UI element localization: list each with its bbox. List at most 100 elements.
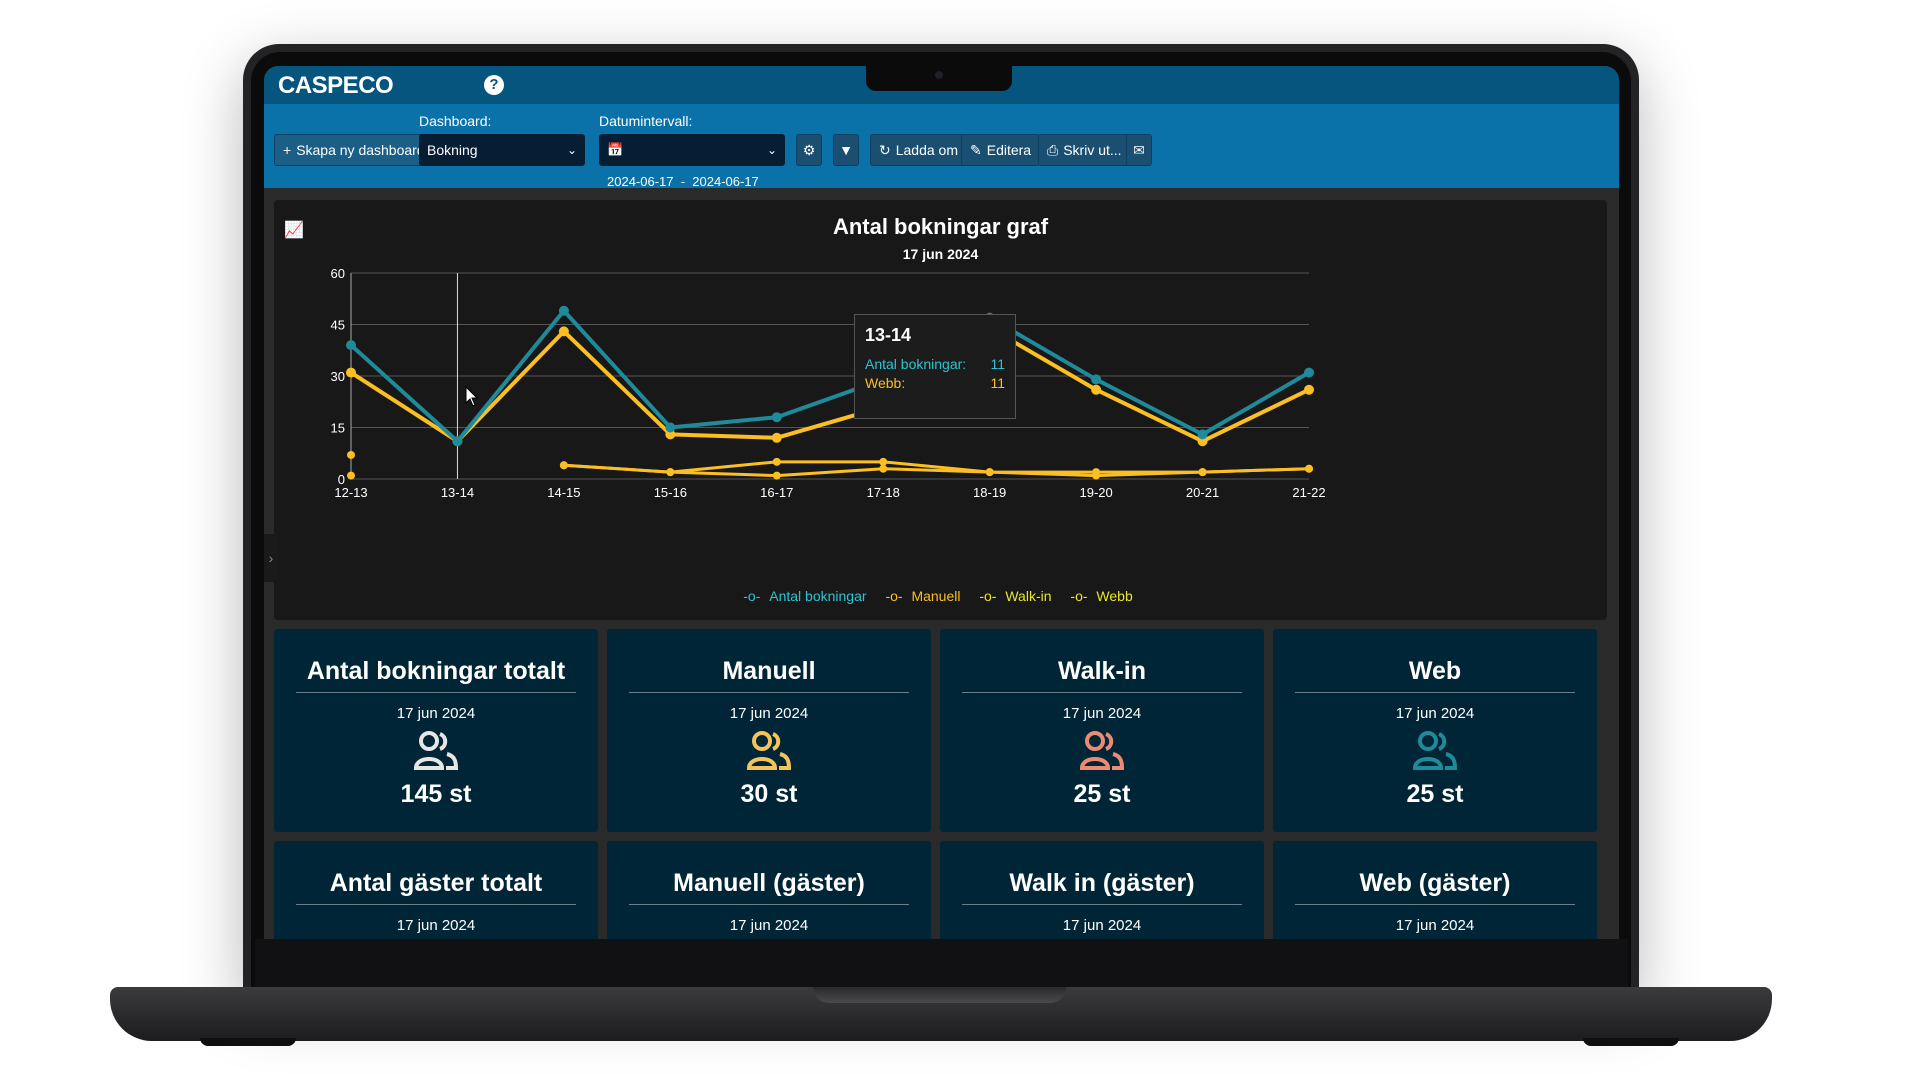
x-tick-label: 14-15: [547, 485, 580, 500]
card-title: Web (gäster): [1295, 869, 1575, 905]
data-point: [347, 450, 355, 459]
laptop-foot: [200, 1038, 296, 1046]
tooltip-row: Webb: 11: [865, 375, 1005, 391]
tooltip-row: Antal bokningar: 11: [865, 356, 1005, 372]
data-point: [1197, 429, 1208, 440]
kpi-card: Web (gäster) 17 jun 2024: [1273, 841, 1597, 939]
kpi-card: Walk in (gäster) 17 jun 2024: [940, 841, 1264, 939]
x-tick-label: 19-20: [1079, 485, 1112, 500]
filter-button[interactable]: ▼: [833, 134, 859, 166]
data-point: [879, 464, 888, 473]
legend-item[interactable]: -o- Antal bokningar: [743, 588, 867, 604]
card-date: 17 jun 2024: [729, 705, 809, 722]
y-tick-label: 60: [331, 266, 345, 281]
x-tick-label: 12-13: [334, 485, 367, 500]
dashboard-label: Dashboard:: [419, 113, 492, 129]
filter-icon: ▼: [839, 142, 853, 158]
data-point: [1197, 436, 1208, 447]
y-tick-label: 0: [338, 472, 345, 487]
camera-notch: [866, 64, 1012, 91]
card-title: Web: [1295, 657, 1575, 693]
card-title: Antal gäster totalt: [296, 869, 576, 905]
card-value: 25 st: [1406, 780, 1464, 808]
data-point: [665, 429, 676, 440]
bookings-line-chart[interactable]: 0 15 30 45 60 12-13 13-14 14-15 15-16 16-17 17-18 1…: [274, 200, 1607, 580]
date-range-label: Datumintervall:: [599, 113, 693, 129]
create-dashboard-button[interactable]: + Skapa ny dashboard: [274, 134, 434, 166]
series-line: [349, 325, 1310, 444]
data-point: [346, 367, 356, 378]
date-range-value: 2024-06-17 - 2024-06-17: [607, 174, 759, 189]
help-icon[interactable]: ?: [484, 75, 504, 95]
calendar-icon: 📅: [607, 142, 624, 157]
legend-item[interactable]: -o- Walk-in: [979, 588, 1052, 604]
data-point: [1198, 468, 1207, 477]
data-point: [772, 457, 781, 466]
x-tick-label: 21-22: [1292, 485, 1325, 500]
x-tick-label: 18-19: [973, 485, 1006, 500]
dashboard-toolbar: + Skapa ny dashboard Dashboard: Bokning …: [264, 104, 1619, 189]
users-icon: [274, 730, 598, 772]
settings-button[interactable]: ⚙: [796, 134, 822, 166]
plus-icon: +: [283, 142, 292, 158]
mouse-cursor-icon: [465, 385, 479, 407]
laptop-chin: [255, 939, 1628, 988]
printer-icon: ⎙: [1047, 142, 1059, 158]
data-point: [772, 471, 781, 480]
chart-title: Antal bokningar graf: [832, 214, 1049, 239]
line-chart-icon: 📈: [284, 222, 304, 239]
data-point: [1304, 367, 1314, 378]
dashboard-select[interactable]: Bokning ⌄: [419, 134, 585, 166]
data-point: [346, 340, 356, 351]
data-point: [666, 468, 675, 477]
tooltip-row-label: Webb:: [865, 375, 906, 391]
data-point: [1304, 384, 1314, 395]
card-value: 145 st: [400, 780, 472, 808]
chart-legend: -o- Antal bokningar -o- Manuell -o- Walk…: [274, 588, 1607, 604]
data-point: [452, 436, 463, 447]
y-tick-label: 15: [331, 421, 345, 436]
date-range-picker[interactable]: 📅 2024-06-17 - 2024-06-17 ⌄: [599, 134, 785, 189]
data-point: [558, 326, 569, 337]
kpi-card: Antal gäster totalt 17 jun 2024: [274, 841, 598, 939]
tooltip-title: 13-14: [865, 325, 912, 345]
data-point: [1092, 468, 1101, 477]
card-date: 17 jun 2024: [1395, 917, 1475, 934]
print-label: Skriv ut...: [1063, 142, 1122, 158]
legend-item[interactable]: -o- Webb: [1070, 588, 1133, 604]
tooltip-row-label: Antal bokningar:: [865, 356, 967, 372]
edit-button[interactable]: ✎ Editera: [961, 134, 1041, 166]
card-title: Walk in (gäster): [962, 869, 1242, 905]
kpi-card: Antal bokningar totalt 17 jun 2024 145 s…: [274, 629, 598, 832]
chart-subtitle: 17 jun 2024: [902, 246, 979, 262]
print-button[interactable]: ⎙ Skriv ut...: [1038, 134, 1131, 166]
caspeco-logo[interactable]: CASPECO: [278, 72, 394, 99]
card-date: 17 jun 2024: [1062, 705, 1142, 722]
users-icon: [940, 730, 1264, 772]
x-tick-label: 15-16: [654, 485, 687, 500]
card-title: Walk-in: [962, 657, 1242, 693]
users-icon: [1273, 730, 1597, 772]
data-point: [665, 422, 676, 433]
card-value: 25 st: [1073, 780, 1131, 808]
data-point: [1091, 374, 1102, 385]
laptop-foot: [1583, 1038, 1679, 1046]
reload-button[interactable]: ↻ Ladda om: [870, 134, 968, 166]
data-point: [771, 412, 782, 423]
gear-icon: ⚙: [802, 142, 816, 158]
email-button[interactable]: ✉: [1126, 134, 1152, 166]
tooltip-row-value: 11: [990, 356, 1005, 372]
kpi-card: Manuell (gäster) 17 jun 2024: [607, 841, 931, 939]
kpi-card: Walk-in 17 jun 2024 25 st: [940, 629, 1264, 832]
chevron-down-icon: ⌄: [566, 143, 577, 157]
data-point: [1091, 384, 1102, 395]
kpi-card: Web 17 jun 2024 25 st: [1273, 629, 1597, 832]
create-dashboard-label: Skapa ny dashboard: [296, 142, 425, 158]
legend-item[interactable]: -o- Manuell: [885, 588, 961, 604]
data-point: [558, 305, 569, 316]
sidebar-toggle[interactable]: ›: [264, 534, 278, 582]
dashboard-select-value: Bokning: [427, 142, 478, 158]
data-point: [347, 471, 355, 480]
edit-icon: ✎: [970, 142, 982, 158]
card-date: 17 jun 2024: [1395, 705, 1475, 722]
